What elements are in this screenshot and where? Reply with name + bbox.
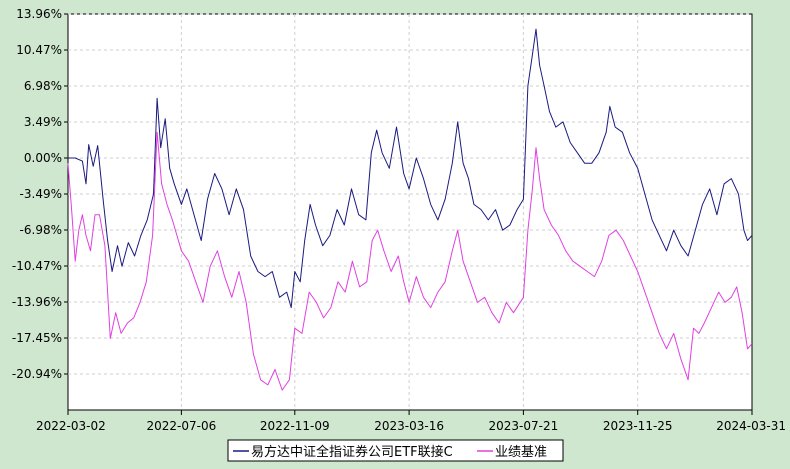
- x-tick-label: 2023-11-25: [603, 419, 673, 433]
- series-line-1: [68, 28, 753, 309]
- legend: 易方达中证全指证券公司ETF联接C 业绩基准: [227, 439, 564, 462]
- y-tick-label: -10.47%: [12, 259, 62, 273]
- x-tick-label: 2022-03-02: [36, 419, 106, 433]
- grid-layer: [68, 13, 752, 410]
- y-tick-label: 13.96%: [16, 7, 62, 21]
- legend-label-series-2: 业绩基准: [495, 445, 547, 460]
- x-tick-label: 2022-11-09: [260, 419, 330, 433]
- y-tick-label: 3.49%: [24, 115, 62, 129]
- x-tick-label: 2023-03-16: [374, 419, 444, 433]
- y-tick-label: 10.47%: [16, 43, 62, 57]
- axis-layer: 13.96% 10.47% 6.98% 3.49% 0.00% -3.49% -6.98% -…: [12, 7, 786, 433]
- series-line-2: [67, 131, 753, 391]
- series-layer: [67, 28, 753, 391]
- y-tick-label: -6.98%: [20, 223, 62, 237]
- x-tick-label: 2022-07-06: [147, 419, 217, 433]
- y-tick-label: 0.00%: [24, 151, 62, 165]
- y-tick-label: 6.98%: [24, 79, 62, 93]
- y-tick-label: -13.96%: [12, 295, 62, 309]
- x-tick-label: 2024-03-31: [716, 419, 786, 433]
- legend-box: [227, 439, 564, 462]
- y-tick-label: -20.94%: [12, 367, 62, 381]
- legend-label-series-1: 易方达中证全指证券公司ETF联接C: [251, 444, 453, 460]
- y-tick-label: -3.49%: [20, 187, 62, 201]
- x-tick-label: 2023-07-21: [489, 419, 559, 433]
- y-tick-label: -17.45%: [12, 331, 62, 345]
